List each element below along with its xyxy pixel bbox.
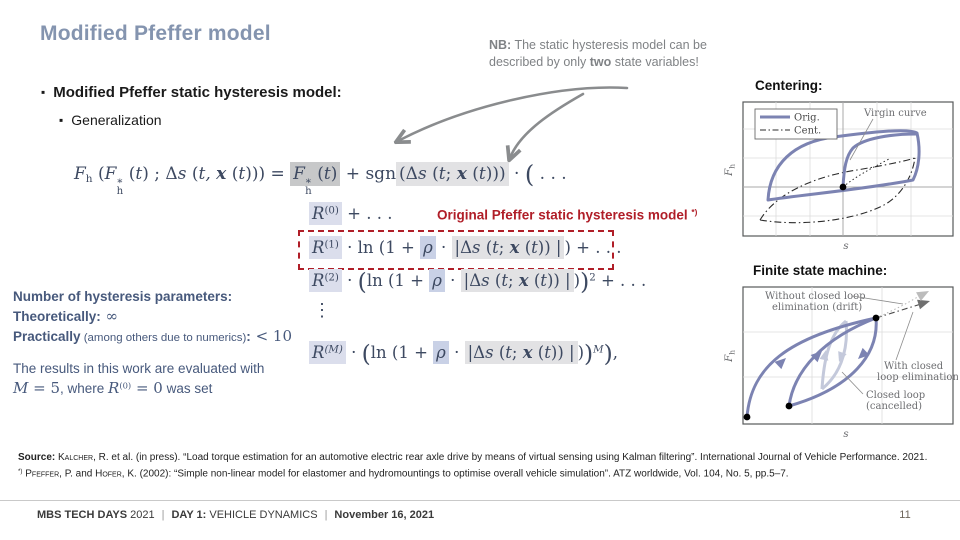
cancelled-loop-label-1: Closed loop	[866, 390, 925, 401]
footer-divider	[0, 500, 960, 501]
original-model-outline	[298, 230, 614, 270]
notes-eval-line2: M = 5, where R(0) = 0 was set	[13, 378, 213, 397]
cancelled-loop-pointer	[841, 371, 864, 395]
state-dot-2	[785, 402, 793, 410]
state-dot-1	[743, 413, 751, 421]
centering-plot: Orig. Cent. Virgin curve s Fh	[723, 101, 954, 252]
formula-line-r0: R(0) + . . .	[309, 202, 392, 225]
spacer	[13, 347, 343, 360]
formula-line-main: Fh (F ∗ h (t) ; Δs (t, x (t))) = F ∗ h (t) +…	[74, 160, 567, 198]
without-elimination-pointer	[851, 295, 904, 305]
notes-practically: Practically (among others due to numeric…	[13, 327, 292, 346]
arrow-to-deltas-term	[510, 92, 585, 158]
bullet-level1: ▪ Modified Pfeffer static hysteresis mod…	[41, 84, 342, 101]
notes-theoretically: Theoretically: ∞	[13, 307, 119, 326]
page-number: 11	[899, 509, 911, 521]
without-elimination-label-2: elimination (drift)	[772, 302, 862, 313]
original-virgin-branch	[841, 132, 917, 188]
with-elimination-label-1: With closed	[884, 361, 944, 372]
without-elimination-line	[875, 294, 922, 319]
formula-line-r2: R(2) · (ln (1 + ρ · |Δs (t; x (t)) |))2 …	[309, 269, 646, 293]
formula-line-r1: R(1) · ln (1 + ρ · |Δs (t; x (t)) |) + .…	[309, 236, 621, 259]
x-axis-label: s	[843, 428, 849, 440]
bullet-marker: ▪	[41, 85, 46, 99]
page-title: Modified Pfeffer model	[40, 22, 271, 45]
branch1-arrowhead	[774, 358, 786, 370]
bullet-marker: ▪	[59, 113, 64, 127]
with-elimination-arrowhead	[917, 299, 930, 310]
formula-vertical-dots: ⋮	[313, 300, 331, 321]
nb-pointer-arrows	[350, 86, 629, 170]
cancelled-loop-down-arrowhead	[838, 351, 847, 362]
origin-point	[839, 183, 847, 191]
formula-line-rm: R(M) · (ln (1 + ρ · |Δs (t; x (t)) |))M)…	[309, 341, 618, 365]
y-axis-label: Fh	[723, 164, 737, 177]
bullet-level1-label: Modified Pfeffer static hysteresis model…	[53, 84, 342, 101]
virgin-curve	[842, 158, 890, 188]
x-axis-label: s	[843, 240, 849, 252]
state-dot-3	[872, 314, 880, 322]
virgin-curve-label: Virgin curve	[863, 108, 927, 119]
bullet-level2: ▪ Generalization	[59, 112, 162, 129]
y-axis-label: Fh	[723, 350, 737, 363]
hysteresis-parameters-notes: Number of hysteresis parameters: Theoret…	[13, 288, 343, 398]
cancelled-loop-up-arrowhead	[819, 350, 829, 361]
legend-orig-label: Orig.	[794, 113, 820, 124]
branch-return	[788, 317, 878, 408]
branch-from-origin	[745, 316, 877, 418]
without-elimination-label-1: Without closed loop	[765, 291, 866, 302]
without-elimination-arrowhead	[916, 291, 929, 302]
arrow-to-fh-term	[398, 86, 629, 141]
with-elimination-label-2: loop elimination	[877, 372, 958, 383]
branch-return-arrowhead	[858, 347, 870, 359]
original-model-label: Original Pfeffer static hysteresis model…	[437, 207, 698, 223]
centered-hysteresis-curve	[759, 157, 916, 224]
nb-note: NB: The static hysteresis model can be d…	[489, 38, 707, 69]
bullet-level2-label: Generalization	[71, 112, 162, 128]
cancelled-loop-curve	[820, 319, 848, 391]
fsm-plot: Without closed loop elimination (drift) …	[723, 286, 958, 440]
notes-heading: Number of hysteresis parameters:	[13, 289, 233, 304]
branch2-arrowhead	[810, 351, 822, 363]
footer-text: MBS TECH DAYS 2021 | DAY 1: VEHICLE DYNAMI…	[37, 509, 435, 521]
cancelled-loop-label-2: (cancelled)	[866, 401, 922, 412]
footnote-source: Source: Kalcher, R. et al. (in press). “…	[18, 452, 928, 463]
legend-box	[754, 108, 838, 140]
virgin-curve-pointer	[849, 118, 874, 161]
fsm-plot-title: Finite state machine:	[753, 263, 888, 278]
with-elimination-pointer	[895, 311, 914, 361]
with-elimination-line	[875, 303, 922, 319]
notes-eval-line1: The results in this work are evaluated w…	[13, 360, 265, 376]
centering-plot-title: Centering:	[755, 78, 823, 93]
footnote-pfeffer: *) Pfeffer, P. and Hofer, K. (2002): “Si…	[18, 468, 789, 480]
legend-cent-label: Cent.	[794, 126, 821, 137]
original-hysteresis-loop	[766, 129, 921, 202]
